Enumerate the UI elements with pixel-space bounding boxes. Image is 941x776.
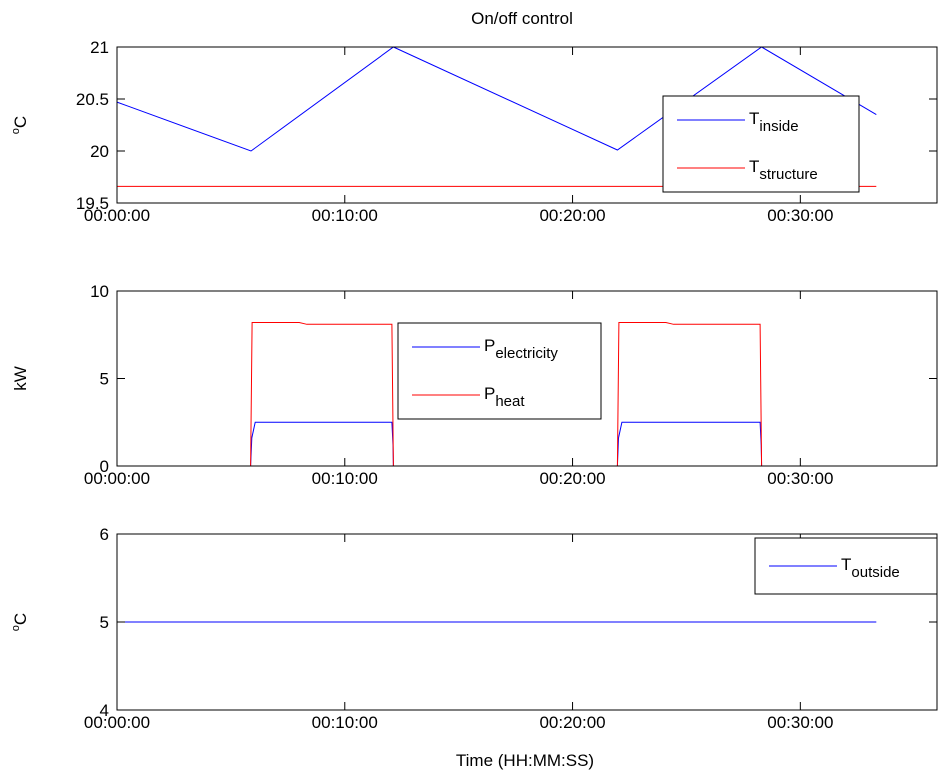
x-tick-label: 00:30:00 [767,206,833,225]
y-tick-label: 20 [90,142,109,161]
y-tick-label: 5 [100,370,109,389]
x-tick-label: 00:10:00 [312,469,378,488]
x-tick-label: 00:30:00 [767,713,833,732]
x-tick-label: 00:00:00 [84,469,150,488]
legend-box [397,322,602,420]
y-tick-label: 5 [100,613,109,632]
x-tick-label: 00:30:00 [767,469,833,488]
subplot-2: 00:00:00 00:10:00 00:20:00 00:30:00 0 5 10 kW Pe… [11,282,938,488]
x-tick-label: 00:10:00 [312,206,378,225]
x-tick-label: 00:00:00 [84,713,150,732]
axes-box [116,46,938,204]
x-tick-label: 00:00:00 [84,206,150,225]
figure-title: On/off control [471,9,573,28]
legend: Pelectricity Pheat [397,322,602,420]
series-line-t-inside [116,46,877,152]
legend-entry-label: Tstructure [749,157,818,183]
y-axis-label: oC [10,613,30,631]
y-tick-label: 10 [90,282,109,301]
x-tick-label: 00:20:00 [539,206,605,225]
subplot-3: 00:00:00 00:10:00 00:20:00 00:30:00 4 5 6 oC Tou… [10,525,938,732]
legend-box [662,95,860,193]
legend-entry-label: Tinside [749,109,799,135]
legend-entry-label: Toutside [841,555,900,581]
y-tick-label: 6 [100,525,109,544]
y-tick-label: 20.5 [76,90,109,109]
legend-entry-label: Pelectricity [484,336,558,362]
y-tick-label: 4 [100,701,109,720]
legend: Toutside [754,537,938,595]
x-axis-label: Time (HH:MM:SS) [456,751,594,770]
x-tick-label: 00:20:00 [539,713,605,732]
y-axis-label: kW [11,366,30,391]
y-tick-label: 19.5 [76,194,109,213]
y-tick-label: 21 [90,38,109,57]
plots: 00:00:00 00:10:00 00:20:00 00:30:00 19.5 20 20… [10,38,938,732]
legend: Tinside Tstructure [662,95,860,193]
y-tick-label: 0 [100,457,109,476]
x-tick-label: 00:10:00 [312,713,378,732]
legend-entry-label: Pheat [484,384,525,410]
x-tick-label: 00:20:00 [539,469,605,488]
y-axis-label: oC [10,116,30,134]
subplot-1: 00:00:00 00:10:00 00:20:00 00:30:00 19.5 20 20… [10,38,938,225]
